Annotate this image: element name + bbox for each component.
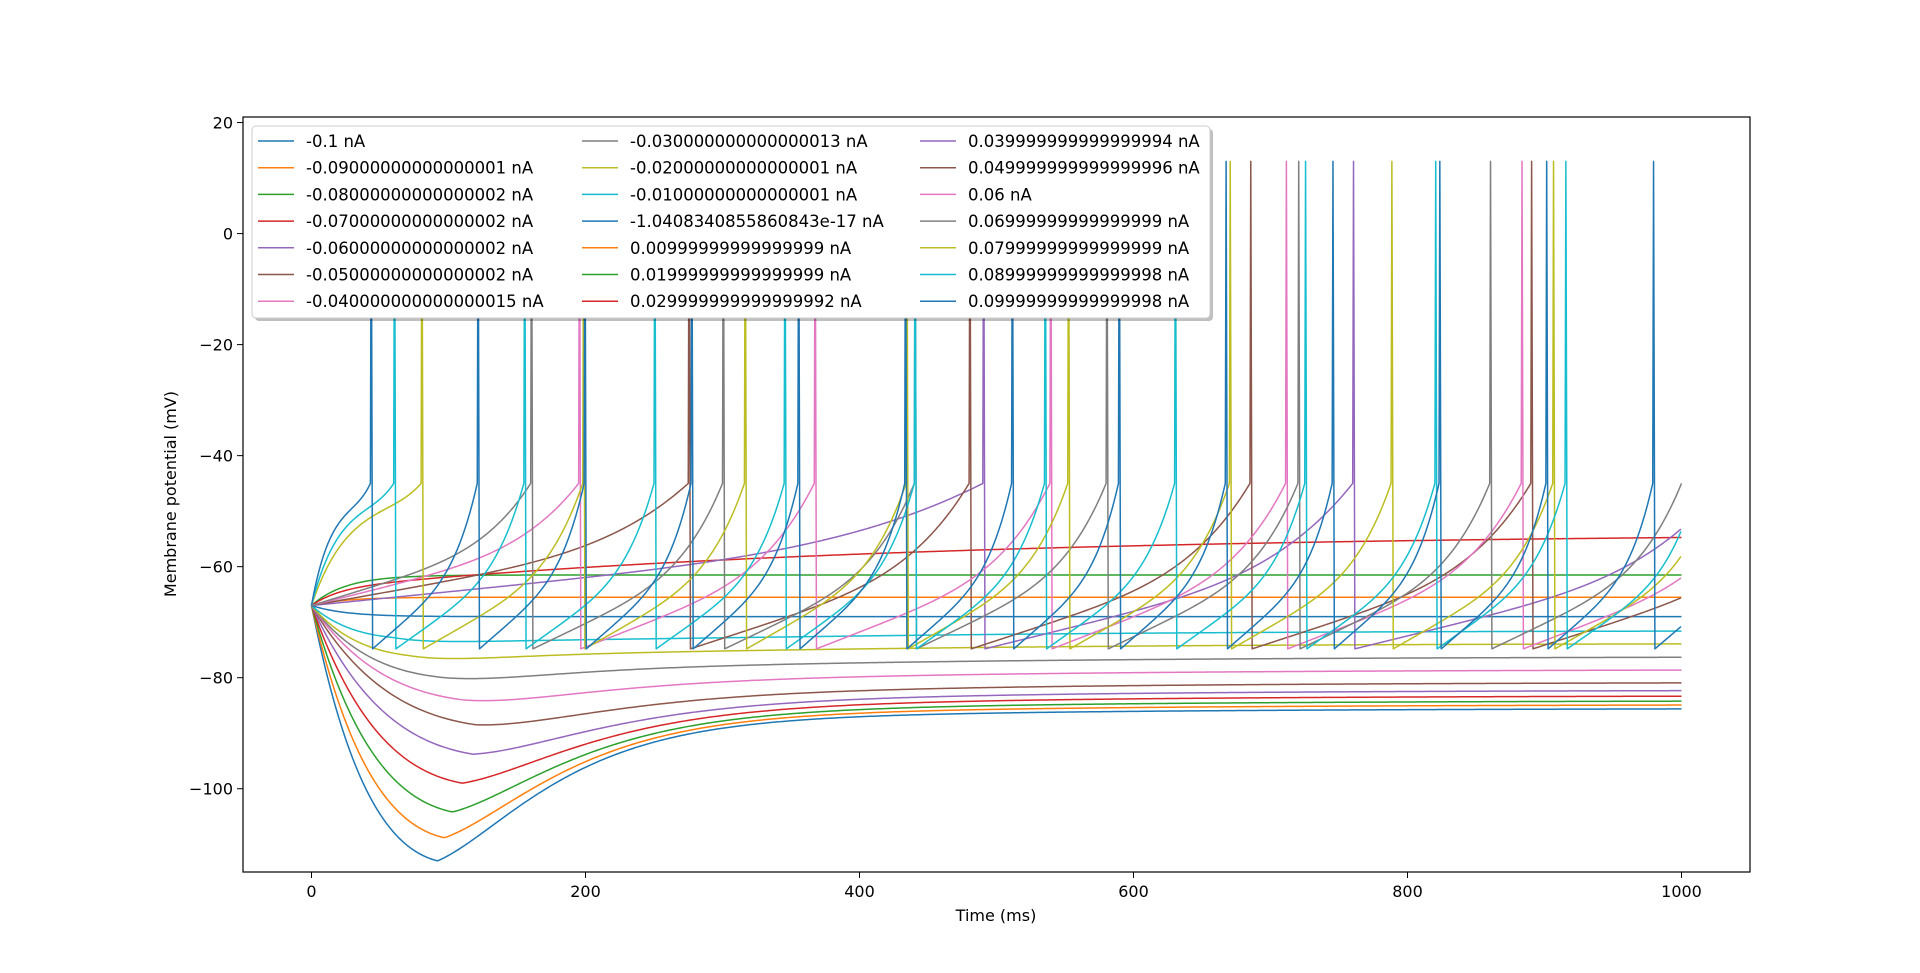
series-line xyxy=(310,605,1682,660)
legend-entry-label: -0.030000000000000013 nA xyxy=(630,132,868,151)
series-line xyxy=(311,160,1682,650)
legend-entry-label: -0.02000000000000001 nA xyxy=(630,159,858,178)
series-layer xyxy=(310,160,1683,862)
legend-entry-label: -0.01000000000000001 nA xyxy=(630,185,858,204)
series-line xyxy=(310,605,1682,784)
series-line xyxy=(310,160,1682,650)
series-line xyxy=(311,536,1682,607)
series-line xyxy=(311,160,1682,650)
x-tick-label: 0 xyxy=(306,882,316,901)
legend-entry-label: 0.07999999999999999 nA xyxy=(968,239,1190,258)
legend-entry-label: 0.00999999999999999 nA xyxy=(630,239,852,258)
legend-entry-label: -0.08000000000000002 nA xyxy=(306,185,534,204)
x-tick-label: 600 xyxy=(1118,882,1149,901)
x-axis: 0 200 400 600 800 1000 xyxy=(306,872,1702,901)
legend-entry-label: 0.029999999999999992 nA xyxy=(630,292,862,311)
series-line xyxy=(310,605,1682,680)
legend-entry-label: -0.1 nA xyxy=(306,132,366,151)
legend: -0.1 nA -0.09000000000000001 nA -0.0800000… xyxy=(251,125,1213,321)
series-line xyxy=(311,604,1682,618)
legend-entry-label: 0.06 nA xyxy=(968,185,1032,204)
series-line xyxy=(310,160,1682,650)
legend-entry-label: 0.06999999999999999 nA xyxy=(968,212,1190,231)
y-axis: 20 0 −20 −40 −60 −80 −100 xyxy=(189,114,243,799)
legend-entry-label: 0.09999999999999998 nA xyxy=(968,292,1190,311)
x-axis-label: Time (ms) xyxy=(955,906,1037,925)
series-line xyxy=(310,605,1682,813)
x-tick-label: 800 xyxy=(1392,882,1423,901)
plot-frame xyxy=(242,116,1751,873)
legend-entry-label: 0.08999999999999998 nA xyxy=(968,266,1190,285)
series-line xyxy=(311,574,1682,607)
series-line xyxy=(311,604,1682,643)
x-tick-label: 1000 xyxy=(1661,882,1702,901)
legend-entry-label: 0.049999999999999996 nA xyxy=(968,159,1200,178)
legend-entry-label: -1.0408340855860843e-17 nA xyxy=(630,212,884,231)
y-tick-label: −80 xyxy=(199,669,233,688)
series-line xyxy=(310,160,1682,650)
legend-entry-label: -0.05000000000000002 nA xyxy=(306,266,534,285)
y-axis-label: Membrane potential (mV) xyxy=(161,391,180,597)
y-tick-label: 0 xyxy=(223,225,233,244)
legend-entry-label: 0.039999999999999994 nA xyxy=(968,132,1200,151)
y-tick-label: −40 xyxy=(199,447,233,466)
series-line xyxy=(311,596,1682,607)
y-tick-label: −20 xyxy=(199,336,233,355)
legend-entry-label: -0.09000000000000001 nA xyxy=(306,159,534,178)
series-line xyxy=(310,605,1682,702)
series-line xyxy=(310,605,1682,839)
series-line xyxy=(310,605,1682,726)
x-tick-label: 400 xyxy=(844,882,875,901)
legend-entry-label: -0.07000000000000002 nA xyxy=(306,212,534,231)
y-tick-label: −60 xyxy=(199,558,233,577)
y-tick-label: −100 xyxy=(189,780,233,799)
series-line xyxy=(310,605,1682,755)
y-tick-label: 20 xyxy=(213,114,233,133)
series-line xyxy=(311,160,1682,650)
series-line xyxy=(310,605,1682,862)
legend-box xyxy=(251,125,1211,319)
legend-entry-label: -0.040000000000000015 nA xyxy=(306,292,544,311)
legend-entry-label: -0.06000000000000002 nA xyxy=(306,239,534,258)
x-tick-label: 200 xyxy=(570,882,601,901)
legend-entry-label: 0.01999999999999999 nA xyxy=(630,266,852,285)
series-line xyxy=(311,160,1683,650)
